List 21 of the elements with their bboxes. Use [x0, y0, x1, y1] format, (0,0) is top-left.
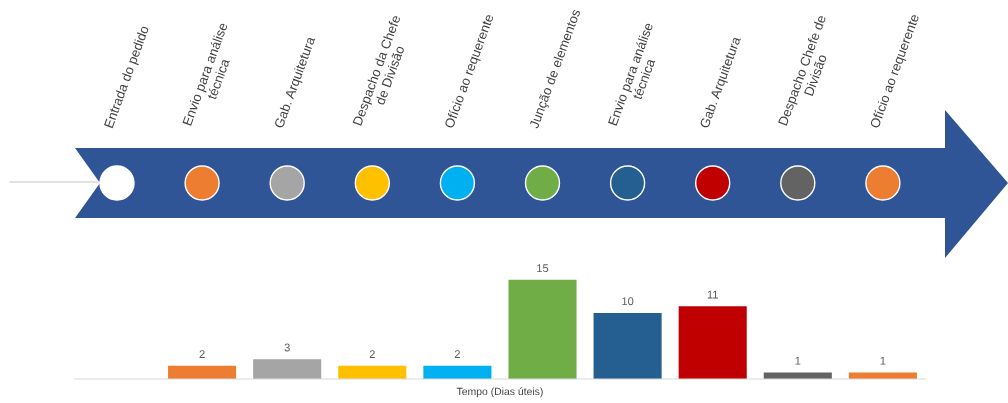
data-label: 15	[537, 264, 549, 273]
data-label: 10	[622, 297, 634, 306]
bar	[338, 365, 407, 379]
x-tick-label: Envio para análise técnica	[181, 21, 231, 127]
bar	[848, 372, 917, 379]
data-label: 2	[199, 350, 205, 358]
data-label: 2	[369, 350, 375, 358]
bar	[593, 312, 662, 379]
bar	[508, 279, 577, 379]
bar	[763, 372, 832, 379]
data-label: 1	[880, 356, 886, 365]
data-label: 2	[454, 350, 460, 358]
bar	[423, 365, 492, 379]
bar	[678, 306, 747, 379]
bar	[253, 359, 322, 379]
x-axis-title: Tempo (Dias úteis)	[456, 387, 543, 398]
data-label: 11	[707, 290, 718, 299]
bar	[168, 365, 237, 379]
data-label: 1	[795, 356, 801, 365]
data-label: 3	[284, 343, 290, 352]
x-tick-label: Envio para análise técnica	[607, 21, 656, 127]
